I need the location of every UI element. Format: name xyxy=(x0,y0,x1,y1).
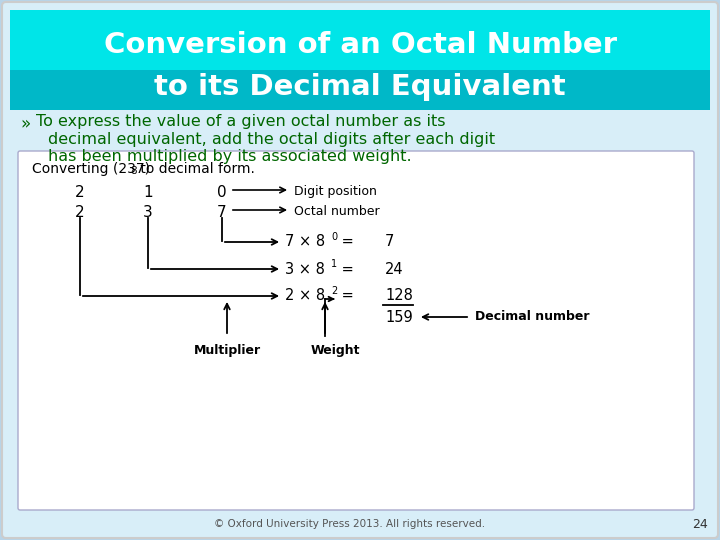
Text: 7: 7 xyxy=(217,205,227,220)
Text: 1: 1 xyxy=(331,259,337,269)
Text: has been multiplied by its associated weight.: has been multiplied by its associated we… xyxy=(48,149,412,164)
Text: decimal equivalent, add the octal digits after each digit: decimal equivalent, add the octal digits… xyxy=(48,132,495,147)
Text: Weight: Weight xyxy=(310,344,360,357)
Text: 24: 24 xyxy=(692,517,708,530)
Text: to its Decimal Equivalent: to its Decimal Equivalent xyxy=(154,73,566,101)
Text: 2: 2 xyxy=(75,185,85,200)
Text: 1: 1 xyxy=(143,185,153,200)
FancyBboxPatch shape xyxy=(18,151,694,510)
Text: 2 × 8: 2 × 8 xyxy=(285,288,325,303)
Text: 0: 0 xyxy=(217,185,227,200)
Text: © Oxford University Press 2013. All rights reserved.: © Oxford University Press 2013. All righ… xyxy=(215,519,485,529)
Text: 2: 2 xyxy=(331,286,337,296)
Text: 2: 2 xyxy=(75,205,85,220)
Text: 3 × 8: 3 × 8 xyxy=(285,261,325,276)
Bar xyxy=(10,10,710,110)
Text: =: = xyxy=(337,261,354,276)
Text: Octal number: Octal number xyxy=(294,205,379,218)
Text: to decimal form.: to decimal form. xyxy=(136,162,255,176)
Text: =: = xyxy=(337,288,354,303)
Text: 128: 128 xyxy=(385,288,413,303)
Text: 159: 159 xyxy=(385,309,413,325)
Text: 7 × 8: 7 × 8 xyxy=(285,234,325,249)
Text: 0: 0 xyxy=(331,232,337,242)
Text: 7: 7 xyxy=(385,234,395,249)
Text: 24: 24 xyxy=(385,261,404,276)
Text: »: » xyxy=(20,115,30,133)
Text: =: = xyxy=(337,234,354,249)
Text: Conversion of an Octal Number: Conversion of an Octal Number xyxy=(104,31,616,59)
Text: Converting (237): Converting (237) xyxy=(32,162,150,176)
Text: Digit position: Digit position xyxy=(294,185,377,198)
Text: 8: 8 xyxy=(130,166,137,176)
Text: Multiplier: Multiplier xyxy=(194,344,261,357)
Text: Decimal number: Decimal number xyxy=(475,310,590,323)
Text: 3: 3 xyxy=(143,205,153,220)
Text: To express the value of a given octal number as its: To express the value of a given octal nu… xyxy=(36,114,446,129)
Bar xyxy=(10,70,710,110)
